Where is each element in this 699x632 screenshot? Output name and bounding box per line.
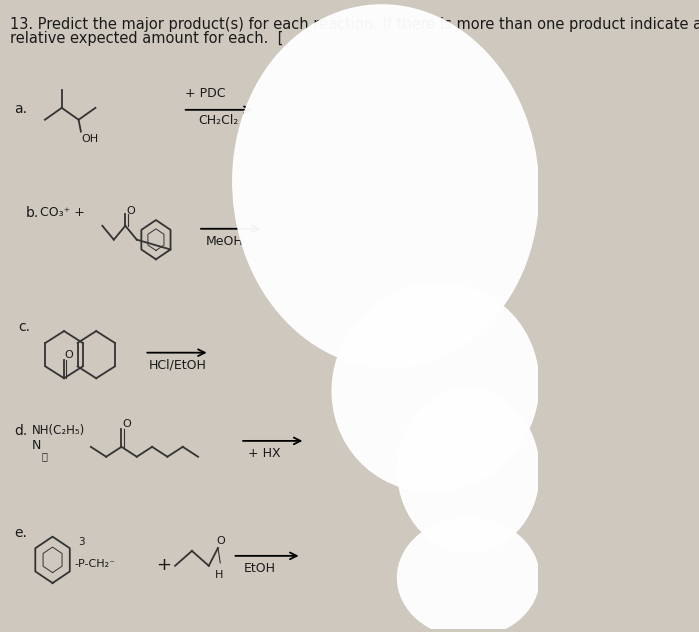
Text: HCl/EtOH: HCl/EtOH: [148, 358, 206, 372]
Text: O: O: [65, 351, 73, 360]
Text: CO₃⁺ +: CO₃⁺ +: [40, 206, 85, 219]
Text: NH(C₂H₅): NH(C₂H₅): [32, 424, 85, 437]
Text: H: H: [215, 570, 223, 580]
Text: 3: 3: [78, 537, 85, 547]
Text: CH₂Cl₂: CH₂Cl₂: [198, 114, 238, 127]
Ellipse shape: [332, 283, 539, 492]
Ellipse shape: [398, 389, 539, 552]
Ellipse shape: [233, 5, 539, 367]
Text: MeOH: MeOH: [206, 234, 243, 248]
Text: d.: d.: [14, 424, 27, 438]
Text: ⌢: ⌢: [41, 451, 47, 461]
Text: 13. Predict the major product(s) for each reaction. If there is more than one pr: 13. Predict the major product(s) for eac…: [10, 16, 699, 32]
Text: EtOH: EtOH: [244, 562, 276, 575]
Text: relative expected amount for each.  [: relative expected amount for each. [: [10, 30, 284, 46]
Text: O: O: [217, 536, 225, 546]
Text: b.: b.: [26, 206, 39, 220]
Text: + HX: + HX: [248, 447, 280, 460]
Text: c.: c.: [18, 320, 30, 334]
Text: OH: OH: [81, 133, 98, 143]
Ellipse shape: [398, 518, 539, 632]
Text: O: O: [122, 419, 131, 429]
Text: a.: a.: [14, 102, 27, 116]
Text: e.: e.: [14, 526, 27, 540]
Text: + PDC: + PDC: [185, 87, 226, 100]
Text: -P-CH₂⁻: -P-CH₂⁻: [74, 559, 115, 569]
Text: +: +: [156, 556, 171, 574]
Text: O: O: [127, 206, 136, 216]
Text: N: N: [32, 439, 41, 452]
